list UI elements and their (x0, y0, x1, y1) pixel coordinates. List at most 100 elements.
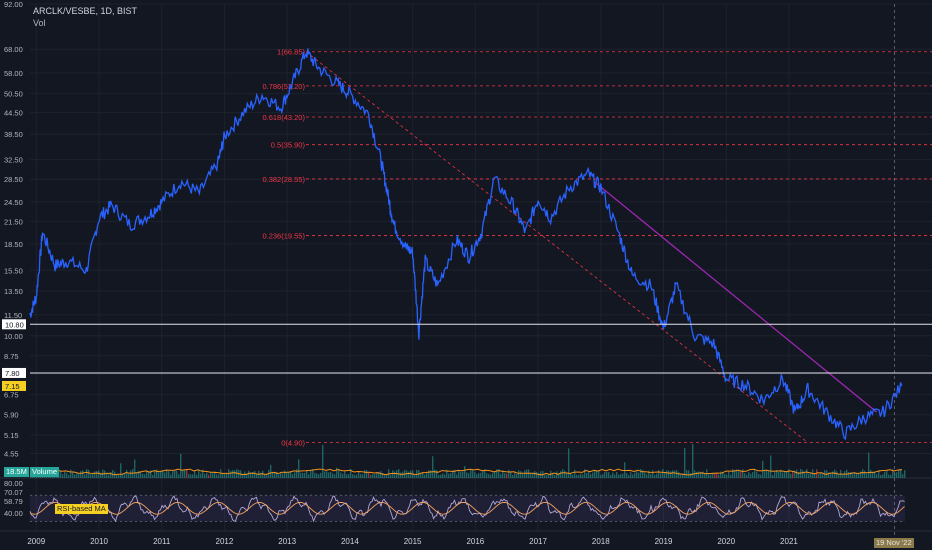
volume-bar (654, 474, 656, 478)
volume-bar (512, 474, 514, 478)
volume-bar (670, 471, 672, 478)
volume-bar (370, 474, 372, 478)
volume-bar (802, 470, 804, 478)
volume-bar (756, 471, 758, 478)
volume-bar (820, 472, 822, 478)
volume-bar (642, 469, 644, 478)
volume-bar (330, 471, 332, 478)
volume-bar (60, 470, 62, 478)
price-tick-label: 13.50 (4, 287, 23, 296)
volume-bar (762, 460, 764, 478)
volume-bar (420, 473, 422, 478)
downtrend-line (594, 181, 878, 413)
volume-bar (576, 474, 578, 478)
price-tick-label: 4.55 (4, 450, 19, 459)
volume-bar (410, 470, 412, 478)
volume-bar (610, 474, 612, 478)
volume-bar (462, 471, 464, 478)
volume-bar (78, 473, 80, 478)
volume-bar (704, 473, 706, 478)
volume-bar (154, 471, 156, 478)
volume-bar (496, 469, 498, 478)
volume-bar (204, 474, 206, 478)
volume-bar (604, 472, 606, 478)
volume-bar (484, 469, 486, 478)
volume-bar (836, 471, 838, 478)
volume-bar (84, 474, 86, 478)
volume-bar (652, 470, 654, 478)
volume-bar (882, 474, 884, 478)
volume-bar (658, 469, 660, 478)
volume-bar (712, 472, 714, 478)
volume-bar (214, 471, 216, 478)
price-line (29, 48, 903, 441)
volume-bar (560, 470, 562, 478)
volume-bar (438, 474, 440, 478)
volume-bar (62, 474, 64, 478)
time-tick-label: 2017 (529, 537, 547, 546)
volume-bar (850, 472, 852, 478)
volume-bar (626, 473, 628, 478)
volume-bar (878, 470, 880, 478)
volume-bar (96, 471, 98, 478)
volume-bar (242, 473, 244, 478)
volume-bar (280, 471, 282, 478)
volume-bar (690, 473, 692, 478)
volume-bar (264, 474, 266, 478)
volume-bar (350, 469, 352, 478)
volume-bar (526, 469, 528, 478)
volume-bar (876, 474, 878, 478)
volume-bar (212, 473, 214, 478)
volume-bar (808, 473, 810, 478)
volume-bar (260, 472, 262, 478)
volume-bar (282, 473, 284, 478)
volume-bar (886, 470, 888, 478)
volume-bar (426, 472, 428, 478)
volume-bar (750, 473, 752, 478)
volume-bar (348, 474, 350, 478)
volume-bar (476, 474, 478, 478)
time-tick-label: 2012 (216, 537, 234, 546)
volume-indicator-title[interactable]: Vol (33, 18, 46, 28)
volume-bar (224, 474, 226, 478)
time-axis[interactable]: 2009 2010 2011 2012 2013 2014 2015 2016 2017 2018… (27, 537, 798, 546)
price-box-label: 10.80 (5, 320, 24, 329)
volume-bar (748, 471, 750, 478)
volume-bar (472, 469, 474, 478)
price-axis[interactable]: 92.00 68.00 58.00 50.50 44.50 38.50 32.50 28.50… (2, 0, 932, 459)
time-tick-label: 2015 (404, 537, 422, 546)
volume-bar (644, 472, 646, 478)
volume-bar (168, 471, 170, 478)
volume-bar (442, 473, 444, 478)
volume-bar (784, 472, 786, 478)
volume-bar (488, 474, 490, 478)
volume-bar (424, 474, 426, 478)
volume-bar (276, 471, 278, 478)
volume-bar (768, 471, 770, 478)
volume-bar (588, 471, 590, 478)
volume-bar (818, 474, 820, 478)
volume-bar (632, 474, 634, 478)
volume-value-flag: 18.5M (4, 467, 29, 477)
volume-bar (868, 452, 870, 478)
volume-bar (172, 471, 174, 478)
volume-bar (176, 470, 178, 478)
volume-bar (852, 473, 854, 478)
volume-bar (218, 474, 220, 478)
volume-bar (148, 471, 150, 478)
volume-bar (612, 472, 614, 478)
volume-bar (572, 474, 574, 478)
volume-bar (334, 474, 336, 478)
volume-bar (94, 471, 96, 478)
symbol-title[interactable]: ARCLK/VESBE, 1D, BIST (33, 6, 138, 16)
volume-bar (262, 470, 264, 478)
volume-bar (164, 472, 166, 478)
volume-bar (524, 470, 526, 478)
volume-bar (178, 474, 180, 478)
volume-bar (190, 474, 192, 478)
volume-bar (790, 473, 792, 478)
volume-bar (900, 469, 902, 478)
volume-bar (740, 471, 742, 478)
volume-bar (734, 470, 736, 478)
